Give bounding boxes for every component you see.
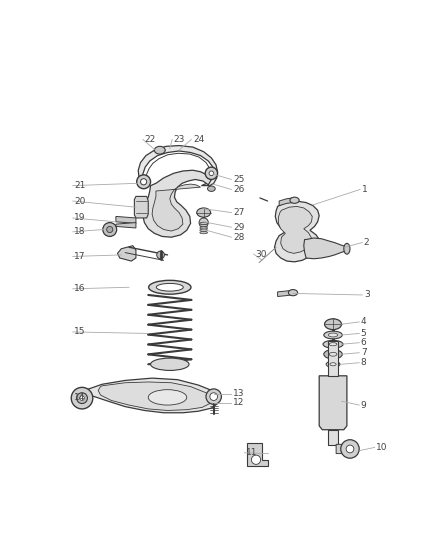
Ellipse shape (328, 333, 338, 337)
Polygon shape (134, 196, 148, 218)
Circle shape (77, 393, 88, 403)
Polygon shape (278, 290, 291, 296)
Text: 28: 28 (233, 233, 244, 241)
Text: 24: 24 (193, 135, 204, 144)
Polygon shape (336, 445, 349, 454)
Text: 11: 11 (246, 448, 258, 457)
Text: 9: 9 (361, 401, 367, 409)
Text: 29: 29 (233, 223, 244, 232)
Circle shape (346, 445, 354, 453)
Circle shape (157, 251, 164, 259)
Text: 5: 5 (361, 329, 367, 338)
Ellipse shape (324, 350, 342, 359)
Text: 16: 16 (74, 284, 86, 293)
Circle shape (80, 396, 85, 400)
Circle shape (103, 223, 117, 237)
Ellipse shape (323, 341, 343, 348)
Polygon shape (319, 376, 347, 430)
Polygon shape (117, 246, 136, 261)
Polygon shape (247, 443, 268, 466)
Ellipse shape (325, 319, 342, 329)
Polygon shape (78, 378, 219, 413)
Circle shape (206, 389, 221, 405)
Circle shape (137, 175, 151, 189)
Text: 25: 25 (233, 175, 244, 184)
Ellipse shape (156, 284, 183, 291)
Ellipse shape (329, 343, 337, 346)
Polygon shape (279, 198, 293, 206)
Polygon shape (116, 223, 136, 228)
Ellipse shape (200, 227, 208, 229)
Text: 26: 26 (233, 185, 244, 194)
Ellipse shape (148, 280, 191, 294)
Ellipse shape (330, 363, 336, 366)
Circle shape (107, 227, 113, 232)
Text: 12: 12 (233, 398, 244, 407)
Ellipse shape (290, 197, 299, 203)
Text: 20: 20 (74, 197, 86, 206)
Ellipse shape (148, 390, 187, 405)
Text: 19: 19 (74, 213, 86, 222)
Circle shape (205, 167, 218, 180)
Circle shape (71, 387, 93, 409)
Ellipse shape (208, 186, 215, 191)
Polygon shape (275, 201, 319, 262)
Text: 14: 14 (74, 393, 86, 402)
Text: 1: 1 (361, 185, 367, 194)
Ellipse shape (200, 231, 208, 234)
Ellipse shape (324, 331, 342, 339)
Text: 22: 22 (145, 135, 155, 144)
Ellipse shape (326, 361, 340, 367)
Circle shape (141, 179, 147, 185)
Ellipse shape (344, 244, 350, 254)
Circle shape (199, 218, 208, 227)
Polygon shape (328, 430, 338, 445)
Text: 4: 4 (361, 318, 367, 326)
Ellipse shape (200, 224, 208, 227)
Polygon shape (98, 382, 214, 410)
Text: 10: 10 (376, 443, 388, 452)
Ellipse shape (288, 289, 298, 296)
Polygon shape (279, 206, 312, 253)
Polygon shape (116, 216, 136, 223)
Polygon shape (328, 341, 339, 376)
Text: 23: 23 (173, 135, 185, 144)
Text: 2: 2 (364, 238, 370, 247)
Text: 17: 17 (74, 252, 86, 261)
Circle shape (210, 393, 218, 400)
Ellipse shape (155, 147, 165, 154)
Ellipse shape (197, 208, 211, 217)
Circle shape (341, 440, 359, 458)
Circle shape (209, 171, 214, 175)
Polygon shape (138, 146, 218, 187)
Text: 13: 13 (233, 389, 244, 398)
Text: 30: 30 (255, 249, 267, 259)
Ellipse shape (200, 222, 208, 224)
Text: 21: 21 (74, 181, 86, 190)
Text: 18: 18 (74, 227, 86, 236)
Polygon shape (143, 170, 212, 237)
Ellipse shape (329, 352, 337, 356)
Text: 6: 6 (361, 338, 367, 347)
Polygon shape (152, 184, 201, 231)
Text: 15: 15 (74, 327, 86, 336)
Ellipse shape (151, 358, 189, 370)
Polygon shape (304, 238, 347, 259)
Circle shape (251, 455, 261, 464)
Text: 3: 3 (364, 290, 370, 300)
Text: 7: 7 (361, 348, 367, 357)
Ellipse shape (200, 229, 208, 231)
Text: 8: 8 (361, 358, 367, 367)
Text: 27: 27 (233, 208, 244, 217)
